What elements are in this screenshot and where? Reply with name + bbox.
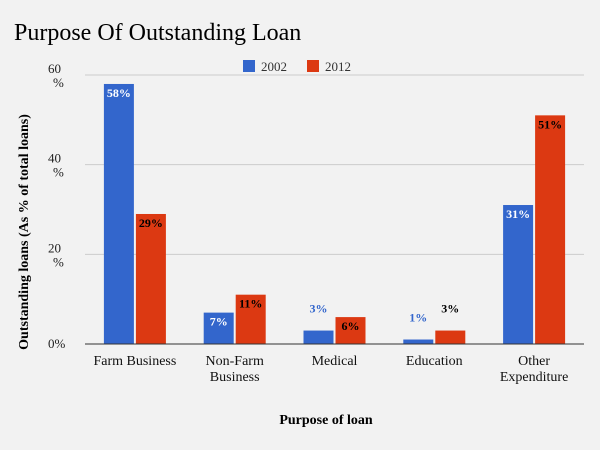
bar-2012-other-expenditure [535,115,566,344]
x-tick-label-non-farm-business: Non-Farm Business [206,354,264,385]
x-tick-label-other-expenditure: Other Expenditure [500,354,568,385]
data-label-2012-non-farm-business: 11% [239,297,262,311]
y-axis-title: Outstanding loans (As % of total loans) [17,114,32,350]
legend-swatch-2012 [307,60,319,72]
data-label-2012-education: 3% [441,302,459,316]
legend-swatch-2002 [243,60,255,72]
bar-2012-farm-business [135,213,166,344]
data-label-2002-other-expenditure: 31% [506,207,530,221]
y-tick-label-40: 40% [48,151,64,180]
bar-2002-education [403,339,434,344]
x-axis-categories: Farm Business Non-Farm Business Medical Educ… [93,354,568,385]
x-tick-label-medical: Medical [312,354,358,369]
bar-2002-non-farm-business [203,312,234,344]
bar-2012-education [435,330,466,344]
data-label-2002-education: 1% [409,311,427,325]
data-label-2012-farm-business: 29% [139,216,163,230]
bar-2002-other-expenditure [503,205,534,344]
y-tick-label-20: 20% [48,240,64,269]
bar-2002-farm-business [103,83,134,344]
legend-label-2012: 2012 [325,59,351,74]
bars [103,83,566,344]
data-label-2002-farm-business: 58% [107,86,131,100]
data-label-2012-medical: 6% [342,319,360,333]
bar-2002-medical [303,330,334,344]
chart-title: Purpose Of Outstanding Loan [14,20,301,46]
y-tick-label-0: 0% [48,336,66,351]
gridlines [85,74,584,255]
x-tick-label-education: Education [406,354,463,369]
legend: 2002 2012 [243,59,351,74]
x-axis-title: Purpose of loan [279,413,373,428]
data-label-2012-other-expenditure: 51% [538,117,562,131]
y-axis-ticks: 0% 20 % 40 % 60% [48,61,66,351]
data-labels: 58% 29% 7% 11% 3% 6% 1% 3% 31% 51% [107,86,562,333]
data-label-2002-non-farm-business: 7% [210,315,228,329]
bar-2012-medical [335,317,366,344]
y-tick-label-60: 60% [48,61,64,90]
bar-2012-non-farm-business [235,294,266,344]
x-tick-label-farm-business: Farm Business [93,354,176,369]
data-label-2002-medical: 3% [310,302,328,316]
legend-label-2002: 2002 [261,59,287,74]
